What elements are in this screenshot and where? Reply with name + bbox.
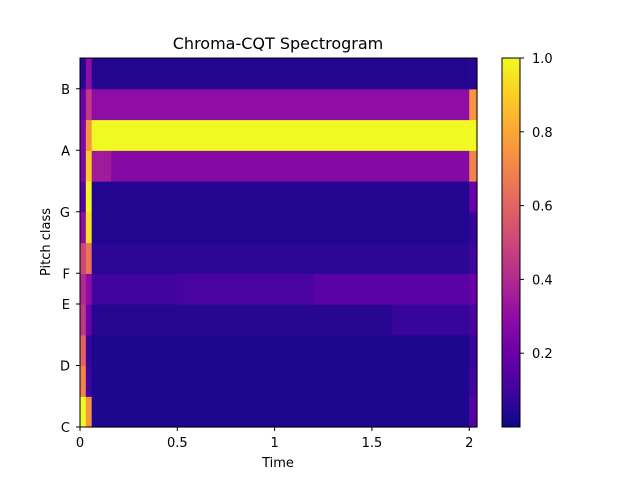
heatmap-cell-g [80, 181, 87, 213]
heatmap-cell-c [85, 396, 93, 428]
heatmap-cell-e [177, 273, 315, 305]
y-axis-ticks: C D E F G A B [60, 83, 80, 436]
y-tick-label: E [62, 298, 70, 313]
heatmap-cell-dsharp [85, 304, 93, 336]
heatmap-cell-asharp [80, 88, 87, 121]
x-tick-label: 1 [270, 436, 278, 451]
heatmap-cell-d [80, 334, 87, 367]
y-axis-label: Pitch class [39, 208, 54, 276]
colorbar [502, 58, 520, 427]
colorbar-frame [501, 57, 521, 428]
heatmap-cell-d [469, 334, 478, 367]
x-axis-label: Time [261, 456, 294, 471]
heatmap-cell-c [91, 396, 470, 428]
heatmap-cell-g [91, 181, 470, 213]
heatmap-cell-e [91, 273, 178, 305]
heatmap-cell-f [80, 242, 87, 274]
heatmap-cell-fsharp [91, 211, 470, 244]
x-tick-label: 1.5 [362, 436, 383, 451]
colorbar-tick-label: 0.6 [532, 200, 553, 215]
heatmap-cell-dsharp [91, 304, 392, 336]
y-tick-label: B [61, 83, 70, 98]
heatmap-cell-d [91, 334, 470, 367]
colorbar-tick-label: 0.8 [532, 126, 553, 141]
heatmap-cell-asharp [469, 88, 478, 121]
heatmap-cell-c [469, 396, 478, 428]
heatmap-cell-asharp [85, 88, 93, 121]
heatmap-cell-a [91, 119, 478, 151]
heatmap-cell-e [313, 273, 470, 305]
heatmap-cells [80, 58, 478, 428]
heatmap-cell-fsharp [85, 211, 93, 244]
heatmap-cell-a [85, 119, 93, 151]
heatmap-cell-a [80, 119, 87, 151]
heatmap-cell-gsharp [111, 150, 470, 182]
plot-frame [79, 57, 478, 428]
x-tick-label: 2 [465, 436, 473, 451]
heatmap-cell-e [80, 273, 87, 305]
chart-title: Chroma-CQT Spectrogram [173, 34, 383, 53]
heatmap-cell-b [469, 58, 478, 90]
heatmap-cell-gsharp [469, 150, 478, 182]
heatmap-cell-csharp [80, 365, 87, 397]
heatmap-cell-b [80, 58, 87, 90]
heatmap-cell-f [469, 242, 478, 274]
heatmap-cell-csharp [85, 365, 93, 397]
y-tick-label: C [61, 421, 70, 436]
heatmap-cell-dsharp [469, 304, 478, 336]
heatmap-cell-gsharp [85, 150, 93, 182]
heatmap-cell-g [469, 181, 478, 213]
x-axis-ticks: 0 0.5 1 1.5 2 [76, 427, 473, 451]
x-tick-label: 0 [76, 436, 84, 451]
heatmap-cell-f [85, 242, 93, 274]
heatmap-cell-c [80, 396, 87, 428]
heatmap-cell-csharp [91, 365, 470, 397]
heatmap-cell-f [91, 242, 470, 274]
heatmap-cell-dsharp [80, 304, 87, 336]
y-tick-label: G [60, 206, 70, 221]
heatmap-cell-gsharp [91, 150, 112, 182]
heatmap-cell-e [469, 273, 478, 305]
colorbar-tick-label: 0.4 [532, 273, 553, 288]
y-tick-label: A [61, 144, 70, 159]
heatmap-cell-dsharp [391, 304, 470, 336]
heatmap-cell-d [85, 334, 93, 367]
heatmap-cell-asharp [91, 88, 470, 121]
colorbar-tick-label: 1.0 [532, 52, 553, 67]
y-tick-label: F [63, 267, 70, 282]
heatmap-cell-gsharp [80, 150, 87, 182]
heatmap-cell-fsharp [80, 211, 87, 244]
colorbar-tick-label: 0.2 [532, 347, 553, 362]
colorbar-ticks: 0.2 0.4 0.6 0.8 1.0 [520, 52, 553, 362]
x-tick-label: 0.5 [167, 436, 188, 451]
heatmap-cell-b [85, 58, 93, 90]
heatmap-cell-e [85, 273, 93, 305]
heatmap-cell-csharp [469, 365, 478, 397]
heatmap-cell-fsharp [469, 211, 478, 244]
heatmap-cell-b [91, 58, 470, 90]
y-tick-label: D [60, 360, 70, 375]
heatmap-cell-g [85, 181, 93, 213]
